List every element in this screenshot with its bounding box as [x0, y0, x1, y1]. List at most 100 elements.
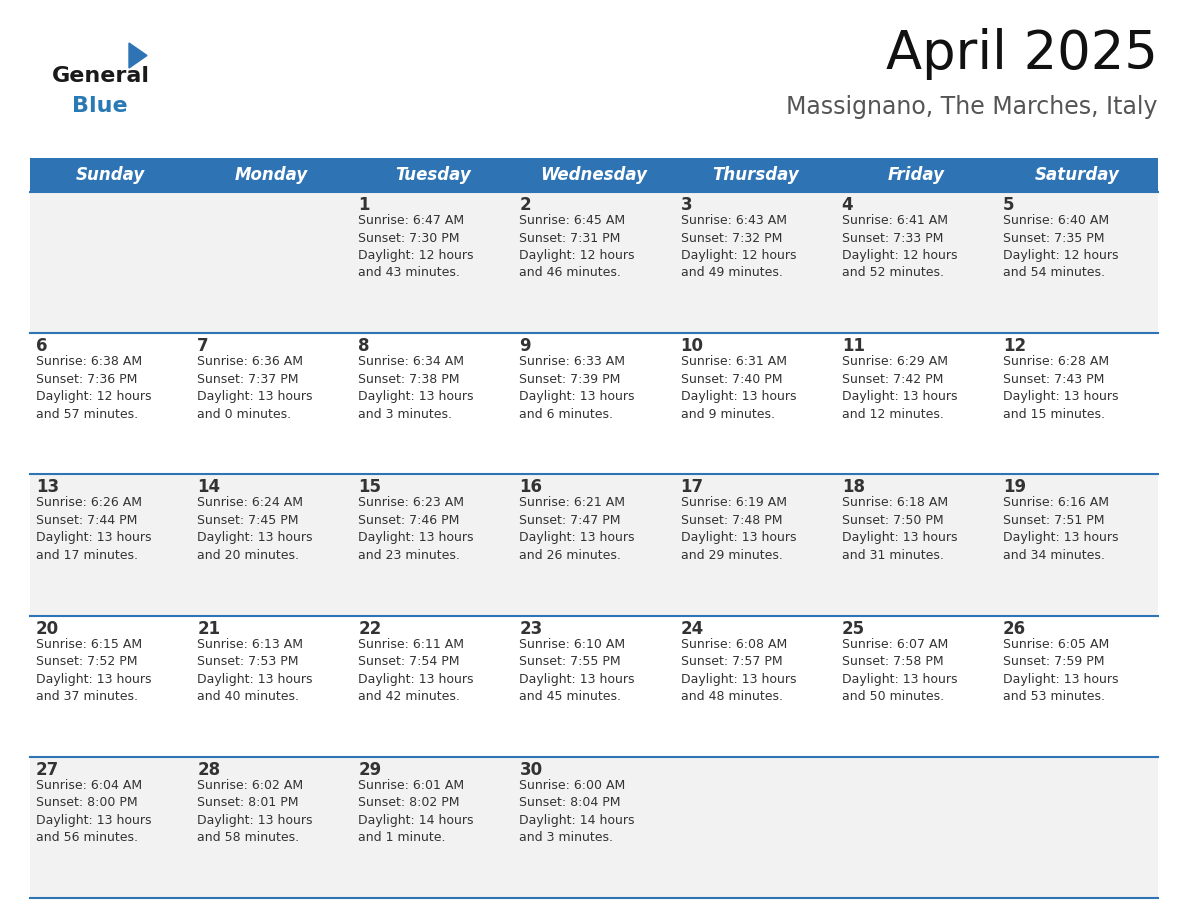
- Text: 17: 17: [681, 478, 703, 497]
- Text: Sunrise: 6:43 AM
Sunset: 7:32 PM
Daylight: 12 hours
and 49 minutes.: Sunrise: 6:43 AM Sunset: 7:32 PM Dayligh…: [681, 214, 796, 279]
- Text: 14: 14: [197, 478, 220, 497]
- Bar: [191, 333, 353, 475]
- Text: Sunrise: 6:47 AM
Sunset: 7:30 PM
Daylight: 12 hours
and 43 minutes.: Sunrise: 6:47 AM Sunset: 7:30 PM Dayligh…: [359, 214, 474, 279]
- Text: Sunrise: 6:19 AM
Sunset: 7:48 PM
Daylight: 13 hours
and 29 minutes.: Sunrise: 6:19 AM Sunset: 7:48 PM Dayligh…: [681, 497, 796, 562]
- Bar: [835, 756, 997, 898]
- Text: Massignano, The Marches, Italy: Massignano, The Marches, Italy: [786, 95, 1158, 119]
- Bar: [675, 616, 835, 756]
- Text: 7: 7: [197, 337, 209, 355]
- Text: 9: 9: [519, 337, 531, 355]
- Text: 6: 6: [36, 337, 48, 355]
- Text: Sunrise: 6:08 AM
Sunset: 7:57 PM
Daylight: 13 hours
and 48 minutes.: Sunrise: 6:08 AM Sunset: 7:57 PM Dayligh…: [681, 638, 796, 703]
- Text: General: General: [52, 66, 150, 86]
- Bar: [353, 475, 513, 616]
- Text: Sunrise: 6:23 AM
Sunset: 7:46 PM
Daylight: 13 hours
and 23 minutes.: Sunrise: 6:23 AM Sunset: 7:46 PM Dayligh…: [359, 497, 474, 562]
- Text: 24: 24: [681, 620, 703, 638]
- Text: Sunrise: 6:40 AM
Sunset: 7:35 PM
Daylight: 12 hours
and 54 minutes.: Sunrise: 6:40 AM Sunset: 7:35 PM Dayligh…: [1003, 214, 1118, 279]
- Bar: [30, 616, 191, 756]
- Text: April 2025: April 2025: [886, 28, 1158, 80]
- Text: Sunrise: 6:00 AM
Sunset: 8:04 PM
Daylight: 14 hours
and 3 minutes.: Sunrise: 6:00 AM Sunset: 8:04 PM Dayligh…: [519, 778, 634, 845]
- Bar: [513, 756, 675, 898]
- Text: 26: 26: [1003, 620, 1026, 638]
- Bar: [191, 756, 353, 898]
- Text: 15: 15: [359, 478, 381, 497]
- Text: Blue: Blue: [72, 96, 127, 116]
- Bar: [30, 333, 191, 475]
- Text: 4: 4: [842, 196, 853, 214]
- Text: 30: 30: [519, 761, 543, 778]
- Bar: [30, 756, 191, 898]
- Bar: [997, 616, 1158, 756]
- Bar: [675, 756, 835, 898]
- Bar: [353, 616, 513, 756]
- Text: Sunrise: 6:38 AM
Sunset: 7:36 PM
Daylight: 12 hours
and 57 minutes.: Sunrise: 6:38 AM Sunset: 7:36 PM Dayligh…: [36, 355, 152, 420]
- Text: Sunrise: 6:36 AM
Sunset: 7:37 PM
Daylight: 13 hours
and 0 minutes.: Sunrise: 6:36 AM Sunset: 7:37 PM Dayligh…: [197, 355, 312, 420]
- Bar: [30, 158, 191, 192]
- Bar: [835, 158, 997, 192]
- Text: 27: 27: [36, 761, 59, 778]
- Text: Sunrise: 6:02 AM
Sunset: 8:01 PM
Daylight: 13 hours
and 58 minutes.: Sunrise: 6:02 AM Sunset: 8:01 PM Dayligh…: [197, 778, 312, 845]
- Text: 23: 23: [519, 620, 543, 638]
- Bar: [353, 333, 513, 475]
- Text: 11: 11: [842, 337, 865, 355]
- Text: Sunrise: 6:31 AM
Sunset: 7:40 PM
Daylight: 13 hours
and 9 minutes.: Sunrise: 6:31 AM Sunset: 7:40 PM Dayligh…: [681, 355, 796, 420]
- Text: 5: 5: [1003, 196, 1015, 214]
- Bar: [513, 158, 675, 192]
- Text: 10: 10: [681, 337, 703, 355]
- Bar: [675, 333, 835, 475]
- Bar: [191, 616, 353, 756]
- Text: Thursday: Thursday: [712, 166, 798, 184]
- Bar: [675, 158, 835, 192]
- Polygon shape: [129, 43, 147, 68]
- Text: Tuesday: Tuesday: [394, 166, 470, 184]
- Text: Saturday: Saturday: [1035, 166, 1120, 184]
- Bar: [513, 192, 675, 333]
- Bar: [835, 333, 997, 475]
- Text: 19: 19: [1003, 478, 1026, 497]
- Text: 8: 8: [359, 337, 369, 355]
- Text: 16: 16: [519, 478, 543, 497]
- Text: 25: 25: [842, 620, 865, 638]
- Bar: [513, 333, 675, 475]
- Text: 18: 18: [842, 478, 865, 497]
- Bar: [30, 475, 191, 616]
- Bar: [353, 756, 513, 898]
- Text: Sunrise: 6:04 AM
Sunset: 8:00 PM
Daylight: 13 hours
and 56 minutes.: Sunrise: 6:04 AM Sunset: 8:00 PM Dayligh…: [36, 778, 152, 845]
- Bar: [675, 192, 835, 333]
- Text: Wednesday: Wednesday: [541, 166, 647, 184]
- Text: 12: 12: [1003, 337, 1026, 355]
- Bar: [191, 192, 353, 333]
- Bar: [191, 475, 353, 616]
- Text: 28: 28: [197, 761, 220, 778]
- Bar: [675, 475, 835, 616]
- Text: 20: 20: [36, 620, 59, 638]
- Text: Sunrise: 6:16 AM
Sunset: 7:51 PM
Daylight: 13 hours
and 34 minutes.: Sunrise: 6:16 AM Sunset: 7:51 PM Dayligh…: [1003, 497, 1118, 562]
- Text: Sunrise: 6:21 AM
Sunset: 7:47 PM
Daylight: 13 hours
and 26 minutes.: Sunrise: 6:21 AM Sunset: 7:47 PM Dayligh…: [519, 497, 634, 562]
- Text: Sunrise: 6:29 AM
Sunset: 7:42 PM
Daylight: 13 hours
and 12 minutes.: Sunrise: 6:29 AM Sunset: 7:42 PM Dayligh…: [842, 355, 958, 420]
- Text: 21: 21: [197, 620, 220, 638]
- Bar: [997, 158, 1158, 192]
- Bar: [997, 333, 1158, 475]
- Bar: [30, 192, 191, 333]
- Text: Sunrise: 6:33 AM
Sunset: 7:39 PM
Daylight: 13 hours
and 6 minutes.: Sunrise: 6:33 AM Sunset: 7:39 PM Dayligh…: [519, 355, 634, 420]
- Text: 3: 3: [681, 196, 693, 214]
- Bar: [353, 192, 513, 333]
- Bar: [513, 475, 675, 616]
- Bar: [835, 616, 997, 756]
- Text: Sunrise: 6:45 AM
Sunset: 7:31 PM
Daylight: 12 hours
and 46 minutes.: Sunrise: 6:45 AM Sunset: 7:31 PM Dayligh…: [519, 214, 634, 279]
- Text: Sunrise: 6:28 AM
Sunset: 7:43 PM
Daylight: 13 hours
and 15 minutes.: Sunrise: 6:28 AM Sunset: 7:43 PM Dayligh…: [1003, 355, 1118, 420]
- Text: Sunrise: 6:10 AM
Sunset: 7:55 PM
Daylight: 13 hours
and 45 minutes.: Sunrise: 6:10 AM Sunset: 7:55 PM Dayligh…: [519, 638, 634, 703]
- Text: Sunday: Sunday: [76, 166, 145, 184]
- Bar: [835, 475, 997, 616]
- Text: Sunrise: 6:13 AM
Sunset: 7:53 PM
Daylight: 13 hours
and 40 minutes.: Sunrise: 6:13 AM Sunset: 7:53 PM Dayligh…: [197, 638, 312, 703]
- Bar: [513, 616, 675, 756]
- Text: 1: 1: [359, 196, 369, 214]
- Text: Monday: Monday: [235, 166, 309, 184]
- Text: 29: 29: [359, 761, 381, 778]
- Text: Sunrise: 6:15 AM
Sunset: 7:52 PM
Daylight: 13 hours
and 37 minutes.: Sunrise: 6:15 AM Sunset: 7:52 PM Dayligh…: [36, 638, 152, 703]
- Text: Sunrise: 6:24 AM
Sunset: 7:45 PM
Daylight: 13 hours
and 20 minutes.: Sunrise: 6:24 AM Sunset: 7:45 PM Dayligh…: [197, 497, 312, 562]
- Bar: [997, 192, 1158, 333]
- Text: Sunrise: 6:41 AM
Sunset: 7:33 PM
Daylight: 12 hours
and 52 minutes.: Sunrise: 6:41 AM Sunset: 7:33 PM Dayligh…: [842, 214, 958, 279]
- Text: Sunrise: 6:26 AM
Sunset: 7:44 PM
Daylight: 13 hours
and 17 minutes.: Sunrise: 6:26 AM Sunset: 7:44 PM Dayligh…: [36, 497, 152, 562]
- Text: Friday: Friday: [887, 166, 944, 184]
